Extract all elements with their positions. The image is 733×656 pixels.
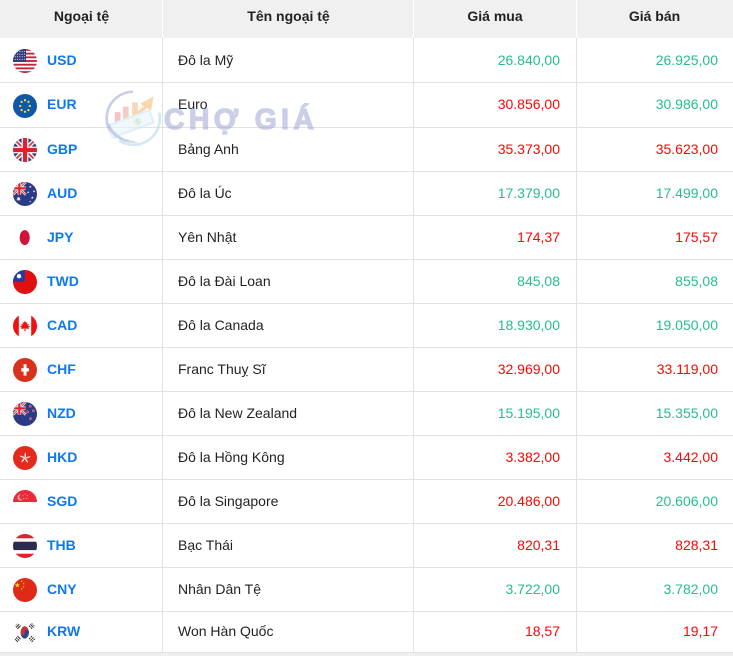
svg-text:CHỢ GIÁ: CHỢ GIÁ: [164, 104, 318, 136]
svg-text:$: $: [135, 119, 141, 127]
